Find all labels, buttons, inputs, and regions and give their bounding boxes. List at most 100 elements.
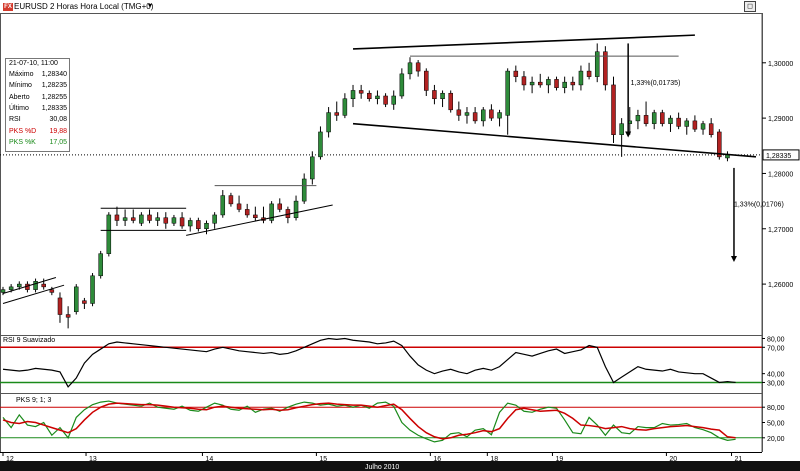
candle-down	[383, 95, 388, 105]
candle-up	[684, 120, 690, 127]
candle-down	[432, 90, 437, 100]
month-band	[0, 461, 800, 471]
candle-up	[529, 81, 535, 86]
candle-up	[578, 70, 584, 86]
price-tick-label: 1,28000	[768, 171, 793, 178]
candle-down	[228, 195, 234, 205]
candle-up	[350, 90, 356, 100]
candle-down	[513, 70, 519, 77]
rsi-tick-label: 30,00	[767, 380, 785, 387]
rsi-tick-label: 80,00	[767, 337, 785, 344]
info-row: Mínimo 1,28235	[9, 82, 69, 92]
trend-line	[2, 276, 57, 294]
current-price-box	[762, 149, 800, 161]
candle-up	[106, 214, 112, 254]
candle-down	[65, 314, 71, 318]
candle-down	[456, 109, 462, 116]
candle-up	[8, 286, 14, 290]
candle-down	[130, 217, 136, 221]
candle-up	[90, 275, 95, 304]
candle-down	[554, 79, 559, 88]
projection-arrow-head	[730, 255, 737, 262]
candle-up	[326, 112, 331, 133]
candle-up	[98, 253, 103, 277]
info-label: PKS %K	[9, 138, 36, 146]
info-value: 19,88	[49, 127, 67, 135]
candle-up	[17, 283, 22, 288]
candle-up	[440, 92, 445, 100]
candle-down	[521, 76, 527, 86]
candle-up	[155, 217, 160, 221]
time-tick-label: 13	[89, 456, 97, 463]
candle-down	[277, 203, 283, 210]
rsi-tick-label: 70,00	[767, 345, 785, 352]
candle-up	[293, 200, 299, 218]
price-tick-label: 1,27000	[768, 227, 793, 234]
pks-d-line	[2, 402, 736, 440]
pks-tick-label: 20,00	[767, 436, 785, 443]
candle-down	[586, 70, 592, 77]
candle-down	[717, 131, 722, 158]
candle-up	[464, 112, 470, 116]
time-tick-label: 16	[433, 456, 441, 463]
candle-up	[301, 178, 307, 202]
candle-up	[635, 115, 641, 122]
candle-up	[212, 214, 217, 224]
candle-down	[570, 81, 576, 86]
candle-up	[139, 214, 144, 224]
candle-up	[269, 203, 274, 221]
candle-down	[41, 283, 46, 288]
info-label: Máximo	[9, 71, 34, 78]
projection-arrow-head	[625, 131, 632, 138]
candle-down	[708, 123, 714, 135]
info-row: PKS %D 19,88	[9, 128, 69, 138]
chart-title: EURUSD 2 Horas Hora Local (TMG+0)	[14, 2, 154, 11]
candle-down	[358, 90, 364, 94]
info-value: 1,28235	[41, 82, 67, 90]
title-menu-chevron-icon[interactable]: ▾	[148, 1, 153, 10]
month-label: Julho 2010	[365, 464, 399, 471]
info-row: Último 1,28335	[9, 105, 69, 115]
maximize-window-icon[interactable]: ◻	[744, 1, 756, 12]
candle-down	[643, 115, 649, 124]
candle-up	[546, 79, 551, 86]
candle-down	[415, 62, 421, 72]
price-tick-label: 1,26000	[768, 282, 793, 289]
candle-up	[619, 123, 624, 135]
candle-down	[49, 289, 55, 293]
info-row: Aberto 1,28255	[9, 94, 69, 104]
candle-up	[342, 98, 348, 116]
candle-down	[367, 92, 372, 100]
candle-up	[220, 195, 226, 216]
rsi-line	[2, 337, 736, 388]
info-label: RSI	[9, 116, 21, 124]
candle-down	[179, 217, 185, 227]
candle-up	[481, 109, 486, 122]
candle-up	[391, 95, 396, 105]
candle-down	[472, 112, 478, 122]
candle-up	[668, 117, 673, 124]
candle-down	[253, 214, 258, 218]
candle-down	[147, 214, 152, 221]
candle-up	[74, 286, 79, 313]
candle-down	[603, 51, 608, 86]
time-tick-label: 12	[6, 456, 14, 463]
candle-up	[505, 70, 510, 116]
candle-up	[375, 95, 380, 100]
ohlc-info-panel: 21-07-10, 11:00 Máximo 1,28340 Mínimo 1,282…	[5, 58, 70, 152]
candle-down	[236, 203, 242, 210]
info-row: RSI 30,08	[9, 116, 69, 126]
candle-up	[399, 73, 405, 97]
info-row: Máximo 1,28340	[9, 71, 69, 81]
candle-down	[244, 209, 250, 216]
rsi-tick-label: 40,00	[767, 372, 785, 379]
info-label: Mínimo	[9, 82, 32, 90]
symbol-icon[interactable]: FX	[3, 3, 13, 11]
candle-down	[424, 70, 429, 91]
candle-down	[334, 112, 339, 116]
info-value: 1,28255	[41, 93, 67, 101]
time-tick-label: 19	[555, 456, 563, 463]
candle-up	[651, 112, 657, 124]
candle-up	[407, 62, 413, 75]
